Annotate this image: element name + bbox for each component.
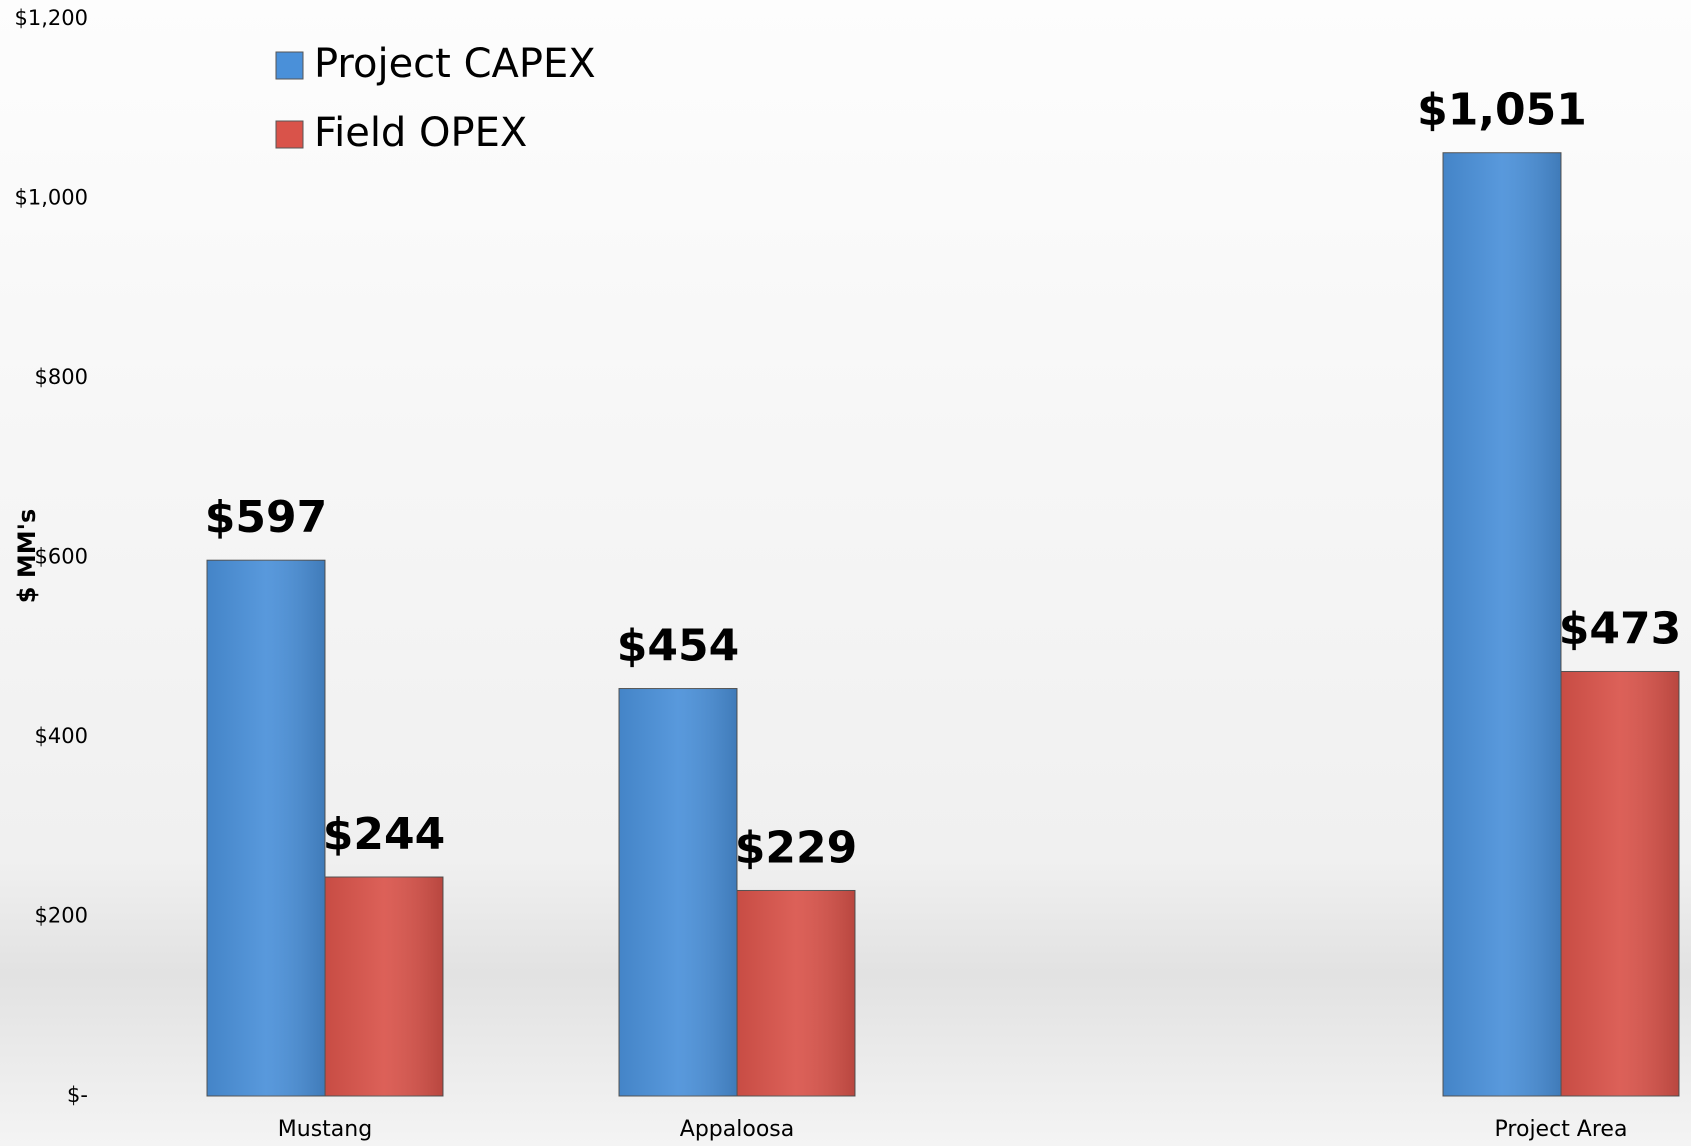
x-tick-label: Mustang	[278, 1117, 372, 1142]
value-label: $244	[323, 809, 445, 860]
bar-shade	[207, 560, 325, 1096]
legend-label: Project CAPEX	[314, 41, 596, 87]
y-tick-label: $600	[35, 545, 88, 569]
value-label: $1,051	[1417, 85, 1587, 136]
value-label: $454	[617, 621, 739, 672]
chart: $ MM's $-$200$400$600$800$1,000$1,200Mus…	[0, 0, 1691, 1146]
bar-shade	[619, 689, 737, 1096]
y-tick-label: $800	[35, 365, 88, 389]
y-tick-label: $400	[35, 724, 88, 748]
value-label: $597	[205, 492, 327, 543]
x-tick-label: Appaloosa	[680, 1117, 794, 1142]
legend-label: Field OPEX	[314, 110, 527, 156]
bar-shade	[1561, 671, 1679, 1096]
y-tick-label: $-	[67, 1083, 88, 1107]
y-tick-label: $1,000	[15, 186, 88, 210]
y-tick-label: $200	[35, 904, 88, 928]
x-tick-label: Project Area	[1495, 1117, 1628, 1142]
bar-shade	[325, 877, 443, 1096]
legend-swatch	[276, 121, 303, 148]
legend-swatch	[276, 52, 303, 79]
bar-shade	[1443, 153, 1561, 1096]
y-tick-label: $1,200	[15, 6, 88, 30]
value-label: $229	[735, 822, 857, 873]
value-label: $473	[1559, 603, 1681, 654]
bar-shade	[737, 890, 855, 1096]
